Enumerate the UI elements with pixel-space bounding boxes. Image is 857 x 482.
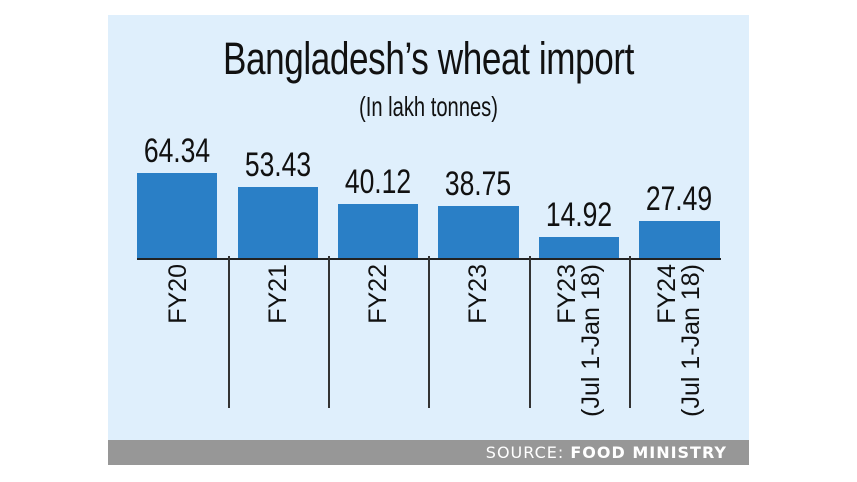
category-label-line2: (Jul 1-Jan 18) [577,264,605,417]
category-label-line1: FY21 [264,264,292,324]
category-label-fy20: FY20 [128,264,228,410]
value-label: 40.12 [344,163,412,201]
source-footer: SOURCE: FOOD MINISTRY [108,440,749,465]
value-label: 14.92 [545,196,613,234]
source-text: SOURCE: FOOD MINISTRY [486,442,727,463]
category-label-line1: FY20 [164,264,192,324]
category-label-fy24-partial: FY24 (Jul 1-Jan 18) [629,264,729,417]
chart-subtitle: (In lakh tonnes) [359,91,498,122]
value-label: 27.49 [645,180,713,218]
category-divider [228,256,230,408]
category-divider [629,256,631,408]
category-label-line1: FY22 [364,264,392,324]
category-label-line1: FY24 [653,264,681,324]
value-label: 38.75 [444,165,512,203]
bar-fy22 [338,204,418,258]
value-label: 53.43 [244,146,312,184]
bar-fy21 [238,187,318,258]
bar-fy23 [438,206,519,258]
category-divider [529,256,531,408]
category-label-line1: FY23 [553,264,581,324]
source-prefix: SOURCE: [485,443,565,462]
bar-fy20 [137,173,217,258]
category-label-fy21: FY21 [228,264,328,410]
category-divider [428,256,430,408]
bar-fy23-partial [539,237,619,258]
category-label-fy23-partial: FY23 (Jul 1-Jan 18) [529,264,629,417]
category-divider [328,256,330,408]
value-label: 64.34 [143,132,211,170]
category-label-line2: (Jul 1-Jan 18) [677,264,705,417]
category-label-line1: FY23 [464,264,492,324]
chart-title: Bangladesh’s wheat import [222,33,635,84]
category-label-fy23: FY23 [428,264,528,410]
category-label-fy22: FY22 [328,264,428,410]
bar-fy24-partial [639,221,720,258]
source-name: FOOD MINISTRY [570,443,727,462]
